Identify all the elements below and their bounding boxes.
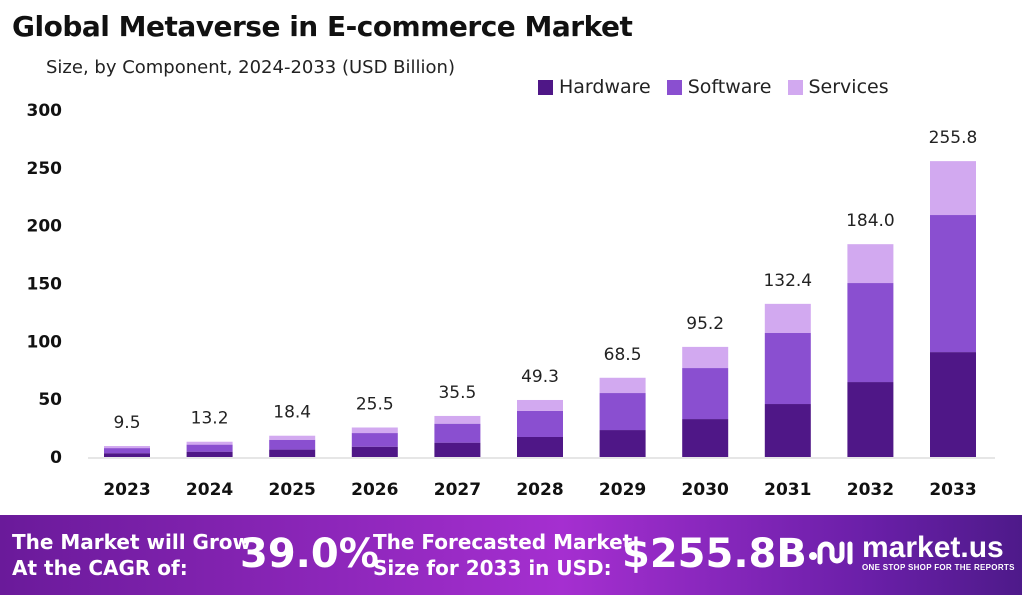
- data-label: 13.2: [191, 409, 229, 429]
- legend-item-hardware: Hardware: [538, 76, 651, 98]
- legend-label: Software: [687, 76, 772, 98]
- cagr-value: 39.0%: [240, 531, 379, 577]
- x-tick-label: 2024: [186, 480, 233, 500]
- bar-segment-hardware: [434, 442, 481, 457]
- bar-segment-software: [599, 393, 646, 431]
- data-label: 49.3: [521, 367, 559, 387]
- bar-segment-services: [517, 399, 563, 411]
- y-tick-label: 50: [38, 390, 62, 410]
- bar-segment-hardware: [269, 449, 316, 457]
- data-label: 9.5: [113, 413, 140, 433]
- bar-segment-software: [764, 333, 811, 405]
- bar-segment-services: [269, 435, 316, 440]
- cagr-label: The Market will Grow At the CAGR of:: [12, 530, 252, 580]
- y-tick-label: 250: [27, 159, 63, 179]
- legend-label: Services: [808, 76, 889, 98]
- logo-icon: [809, 541, 853, 565]
- chart-title: Global Metaverse in E-commerce Market: [12, 10, 633, 43]
- bar-segment-software: [930, 215, 976, 353]
- legend: Hardware Software Services: [538, 76, 889, 98]
- bar-segment-services: [434, 415, 481, 424]
- logo-tagline: ONE STOP SHOP FOR THE REPORTS: [862, 563, 1015, 572]
- bar-segment-services: [847, 244, 894, 284]
- legend-swatch: [787, 79, 803, 95]
- bar-segment-software: [517, 410, 563, 437]
- y-tick-label: 300: [27, 101, 63, 121]
- logo-name: market.us: [862, 531, 1004, 564]
- x-tick-label: 2026: [351, 480, 398, 500]
- forecast-value: $255.8B: [622, 531, 807, 577]
- data-label: 132.4: [763, 271, 812, 291]
- bar-segment-software: [434, 423, 481, 443]
- x-tick-label: 2029: [599, 480, 646, 500]
- y-tick-label: 100: [27, 332, 63, 352]
- bar-segment-services: [764, 303, 811, 334]
- y-tick-label: 200: [27, 217, 63, 237]
- bar-segment-software: [682, 368, 729, 420]
- bar-segment-hardware: [186, 451, 233, 457]
- bar-segment-hardware: [104, 453, 150, 457]
- bar-segment-hardware: [599, 430, 646, 457]
- x-tick-label: 2028: [516, 480, 563, 500]
- x-tick-label: 2033: [929, 480, 976, 500]
- data-label: 184.0: [846, 211, 895, 231]
- bar-segment-hardware: [930, 352, 976, 457]
- footer-banner: The Market will Grow At the CAGR of: 39.0…: [0, 515, 1022, 595]
- data-label: 95.2: [686, 314, 724, 334]
- bar-chart: 0 50 100 150 200 250 300 9.5 2023 13.2 2024 18.4 202…: [27, 101, 995, 500]
- data-label: 255.8: [929, 128, 978, 148]
- legend-item-software: Software: [666, 76, 772, 98]
- bar-segment-services: [186, 441, 233, 445]
- bar-segment-services: [930, 161, 976, 216]
- data-label: 25.5: [356, 395, 394, 415]
- bar-segment-services: [599, 377, 646, 394]
- data-label: 68.5: [604, 345, 642, 365]
- legend-item-services: Services: [787, 76, 889, 98]
- chart-subtitle: Size, by Component, 2024-2033 (USD Billi…: [46, 57, 455, 78]
- x-tick-label: 2030: [682, 480, 729, 500]
- x-tick-label: 2032: [847, 480, 894, 500]
- bar-segment-services: [351, 427, 398, 434]
- legend-swatch: [666, 79, 682, 95]
- forecast-label: The Forecasted Market Size for 2033 in US…: [373, 530, 633, 580]
- legend-swatch: [538, 79, 553, 95]
- x-tick-label: 2027: [434, 480, 481, 500]
- bar-segment-hardware: [682, 419, 729, 457]
- legend-label: Hardware: [559, 76, 651, 98]
- bar-segment-hardware: [351, 446, 398, 457]
- x-tick-label: 2031: [764, 480, 811, 500]
- bar-segment-software: [186, 444, 233, 452]
- x-tick-label: 2025: [269, 480, 316, 500]
- bar-segment-services: [682, 346, 729, 369]
- bar-segment-hardware: [764, 404, 811, 457]
- bar-segment-services: [104, 446, 150, 449]
- bar-segment-hardware: [517, 436, 563, 457]
- bar-segment-software: [269, 439, 316, 450]
- bar-segment-software: [104, 448, 150, 454]
- x-tick-label: 2023: [103, 480, 150, 500]
- data-label: 18.4: [273, 403, 311, 423]
- y-tick-label: 150: [27, 275, 63, 295]
- bar-segment-software: [847, 283, 894, 383]
- bar-segment-software: [351, 433, 398, 447]
- bar-segment-hardware: [847, 382, 894, 457]
- market-us-logo: market.us ONE STOP SHOP FOR THE REPORTS: [808, 533, 1015, 573]
- y-tick-label: 0: [50, 448, 62, 468]
- data-label: 35.5: [438, 383, 476, 403]
